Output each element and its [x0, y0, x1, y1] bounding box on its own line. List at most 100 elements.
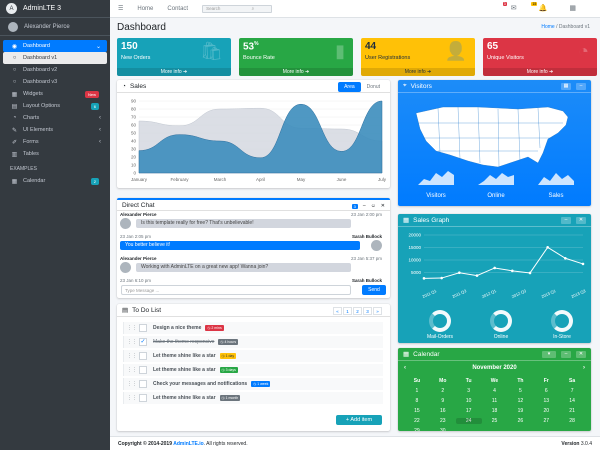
close-icon[interactable]: ✕ — [576, 217, 586, 224]
calendar-day[interactable]: 14 — [569, 398, 575, 404]
menu-toggle-icon[interactable]: ☰ — [118, 6, 124, 12]
nav-contact-link[interactable]: Contact — [167, 5, 189, 12]
calendar-day[interactable]: 9 — [441, 398, 445, 404]
add-item-button[interactable]: + Add item — [336, 415, 382, 425]
more-info-link[interactable]: More info ➜ — [239, 68, 353, 76]
todo-checkbox[interactable] — [139, 352, 147, 360]
search-input[interactable]: Search ⌕ — [202, 4, 273, 13]
minus-icon[interactable]: – — [576, 83, 586, 90]
sales-graph-card: ▦ Sales Graph – ✕ 20000 15000 10000 5000 2011… — [398, 214, 591, 343]
footer-brand-link[interactable]: AdminLTE.io — [173, 440, 204, 447]
drag-handle-icon[interactable]: ⋮⋮ — [127, 395, 137, 401]
search-icon[interactable]: ⌕ — [251, 6, 255, 11]
close-icon[interactable]: ✕ — [576, 351, 586, 358]
sidebar-item-dashboard[interactable]: ◉ Dashboard ⌄ — [3, 40, 107, 52]
user-panel[interactable]: Alexander Pierce — [0, 18, 110, 36]
todo-item[interactable]: ⋮⋮ Let theme shine like a star ◷ 3 days — [123, 364, 383, 376]
sidebar-item-layout-options[interactable]: ▤ Layout Options 6 — [3, 100, 107, 112]
more-info-link[interactable]: More info ➜ — [117, 68, 231, 76]
sidebar-item-dashboard-v2[interactable]: ○ Dashboard v2 — [3, 64, 107, 76]
sidebar-item-widgets[interactable]: ▦ Widgets New — [3, 88, 107, 100]
contacts-icon[interactable]: ☺ — [370, 203, 376, 209]
drag-handle-icon[interactable]: ⋮⋮ — [127, 381, 137, 387]
calendar-day[interactable]: 16 — [440, 408, 446, 414]
pagination-item[interactable]: 2 — [353, 307, 362, 315]
sidebar-item-tables[interactable]: ▥ Tables — [3, 148, 107, 160]
calendar-day[interactable]: 1 — [415, 388, 419, 394]
calendar-day[interactable]: 6 — [544, 388, 548, 394]
pagination-item[interactable]: 1 — [343, 307, 352, 315]
notifications-icon[interactable]: 🔔 15 — [531, 2, 548, 12]
todo-checkbox[interactable] — [139, 380, 147, 388]
todo-item[interactable]: ⋮⋮ Check your messages and notifications ◷… — [123, 378, 383, 390]
calendar-day[interactable]: 19 — [517, 408, 524, 414]
todo-item[interactable]: ⋮⋮ ✓ Make the theme responsive ◷ 4 hours — [123, 336, 383, 348]
prev-month-icon[interactable]: ‹ — [404, 365, 406, 371]
brand-link[interactable]: A AdminLTE 3 — [0, 0, 110, 18]
tab-area[interactable]: Area — [338, 82, 361, 92]
sidebar-item-charts[interactable]: ◔ Charts ‹ — [3, 112, 107, 124]
calendar-day[interactable]: 12 — [517, 398, 524, 404]
calendar-day[interactable]: 3 — [467, 388, 471, 394]
calendar-day[interactable]: 26 — [517, 418, 524, 424]
drag-handle-icon[interactable]: ⋮⋮ — [127, 367, 137, 373]
calendar-day[interactable]: 7 — [570, 388, 574, 394]
control-sidebar-icon[interactable]: ▦ — [569, 5, 576, 12]
drag-handle-icon[interactable]: ⋮⋮ — [127, 353, 137, 359]
sidebar-item-calendar[interactable]: ▦ Calendar 2 — [3, 175, 107, 187]
calendar-day[interactable]: 30 — [440, 428, 446, 431]
drag-handle-icon[interactable]: ⋮⋮ — [127, 339, 137, 345]
next-month-icon[interactable]: › — [582, 365, 585, 371]
calendar-day[interactable]: 20 — [543, 408, 549, 414]
minus-icon[interactable]: – — [561, 351, 571, 358]
calendar-icon[interactable]: ▦ — [561, 83, 571, 90]
sidebar-item-forms[interactable]: ✐ Forms ‹ — [3, 136, 107, 148]
minus-icon[interactable]: – — [362, 203, 366, 209]
calendar-menu-icon[interactable]: ▾ — [542, 351, 556, 358]
messages-icon[interactable]: ✉ 3 — [502, 2, 517, 12]
calendar-day[interactable]: 21 — [569, 408, 575, 414]
breadcrumb-home[interactable]: Home — [541, 24, 555, 30]
todo-checkbox[interactable]: ✓ — [139, 338, 147, 346]
todo-item[interactable]: ⋮⋮ Design a nice theme ◷ 2 mins — [123, 322, 383, 334]
calendar-day[interactable]: 18 — [491, 408, 498, 414]
todo-item[interactable]: ⋮⋮ Let theme shine like a star ◷ 1 month — [123, 392, 383, 404]
sidebar-item-dashboard-v1[interactable]: ○ Dashboard v1 — [3, 52, 107, 64]
calendar-day[interactable]: 15 — [414, 408, 420, 414]
chat-message-input[interactable]: Type Message ... — [121, 285, 351, 295]
calendar-day[interactable]: 27 — [543, 418, 549, 424]
chart-icon: ◔ — [12, 115, 17, 121]
calendar-day[interactable]: 17 — [465, 408, 472, 414]
calendar-day[interactable]: 13 — [543, 398, 549, 404]
calendar-today[interactable]: 24 — [455, 418, 482, 424]
more-info-link[interactable]: More info ➜ — [483, 68, 597, 76]
sidebar-item-dashboard-v3[interactable]: ○ Dashboard v3 — [3, 76, 107, 88]
send-button[interactable]: Send — [362, 285, 386, 295]
minus-icon[interactable]: – — [561, 217, 571, 224]
calendar-day[interactable]: 5 — [518, 388, 522, 394]
pagination-item[interactable]: » — [373, 307, 382, 315]
calendar-day[interactable]: 23 — [440, 418, 446, 424]
more-info-link[interactable]: More info ➜ — [361, 68, 475, 76]
calendar-day[interactable]: 10 — [465, 398, 472, 404]
sidebar-item-ui-elements[interactable]: ✎ UI Elements ‹ — [3, 124, 107, 136]
calendar-day[interactable]: 22 — [414, 418, 420, 424]
calendar-day[interactable]: 8 — [415, 398, 419, 404]
pagination-item[interactable]: « — [333, 307, 342, 315]
nav-home-link[interactable]: Home — [137, 5, 154, 12]
drag-handle-icon[interactable]: ⋮⋮ — [127, 325, 137, 331]
todo-checkbox[interactable] — [139, 394, 147, 402]
pagination-item[interactable]: 3 — [363, 307, 372, 315]
close-icon[interactable]: ✕ — [380, 203, 385, 209]
calendar-day[interactable]: 28 — [569, 418, 575, 424]
calendar-day[interactable]: 2 — [441, 388, 445, 394]
calendar-day[interactable]: 4 — [493, 388, 496, 394]
calendar-day[interactable]: 25 — [491, 418, 498, 424]
todo-time-badge: ◷ 2 mins — [205, 325, 224, 331]
calendar-day[interactable]: 11 — [491, 398, 498, 404]
tab-donut[interactable]: Donut — [366, 84, 380, 90]
todo-checkbox[interactable] — [139, 324, 147, 332]
todo-checkbox[interactable] — [139, 366, 147, 374]
todo-item[interactable]: ⋮⋮ Let theme shine like a star ◷ 1 day — [123, 350, 383, 362]
calendar-day[interactable]: 29 — [414, 428, 420, 431]
